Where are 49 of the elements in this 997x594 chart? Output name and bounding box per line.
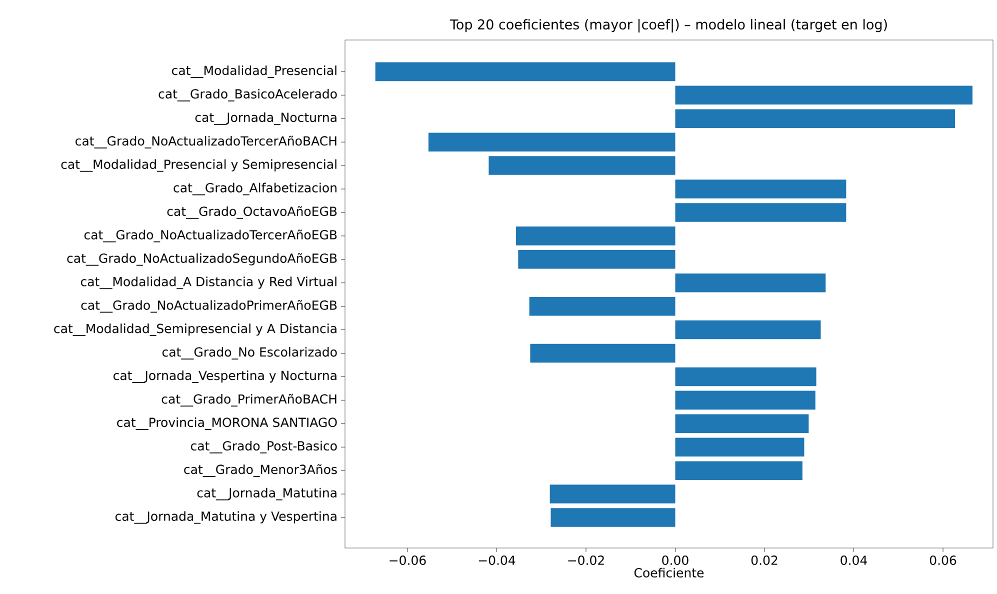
bar bbox=[675, 414, 809, 434]
y-tick-label: cat__Modalidad_A Distancia y Red Virtual bbox=[80, 276, 336, 290]
bar bbox=[516, 226, 676, 246]
y-tick-label: cat__Grado_PrimerAñoBACH bbox=[162, 394, 336, 407]
bar bbox=[530, 344, 676, 363]
bar bbox=[675, 203, 846, 222]
bar bbox=[675, 273, 826, 292]
bar bbox=[488, 156, 676, 175]
y-tick-label: cat__Jornada_Matutina y Vespertina bbox=[115, 511, 336, 524]
bar bbox=[675, 461, 802, 480]
y-tick-label: cat__Grado_NoActualizadoPrimerAñoEGB bbox=[81, 300, 337, 313]
y-tick-label: cat__Grado_NoActualizadoSegundoAñoEGB bbox=[67, 253, 337, 266]
y-tick-label: cat__Grado_No Escolarizado bbox=[162, 347, 337, 360]
y-tick-label: cat__Modalidad_Semipresencial y A Distancia bbox=[54, 324, 336, 336]
bar bbox=[375, 62, 676, 82]
x-tick-label: 0.06 bbox=[930, 556, 956, 565]
y-tick-label: cat__Grado_Alfabetizacion bbox=[174, 182, 336, 196]
y-tick-label: cat__Jornada_Vespertina y Nocturna bbox=[114, 370, 336, 383]
x-tick-label: −0.02 bbox=[568, 556, 604, 565]
x-tick-label: 0.00 bbox=[662, 556, 688, 565]
y-tick-label: cat__Provincia_MORONA SANTIAGO bbox=[117, 417, 337, 430]
bar bbox=[675, 109, 956, 128]
x-axis-title: Coeficiente bbox=[634, 568, 704, 578]
y-tick-label: cat__Jornada_Matutina bbox=[197, 488, 336, 500]
y-tick-label: cat__Grado_OctavoAñoEGB bbox=[167, 206, 337, 219]
bar bbox=[428, 132, 676, 152]
bar bbox=[675, 86, 972, 105]
bar bbox=[675, 438, 804, 456]
x-tick-label: −0.06 bbox=[390, 556, 426, 565]
y-tick-label: cat__Grado_BasicoAcelerado bbox=[158, 88, 337, 102]
y-tick-label: cat__Modalidad_Presencial bbox=[172, 65, 336, 78]
bar bbox=[675, 320, 821, 340]
x-tick-label: 0.04 bbox=[840, 556, 867, 565]
bar bbox=[518, 250, 676, 269]
x-tick-label: −0.04 bbox=[478, 556, 516, 565]
x-tick-label: 0.02 bbox=[751, 556, 778, 565]
bar bbox=[675, 367, 816, 386]
bar bbox=[529, 296, 676, 316]
bar bbox=[675, 390, 816, 410]
bar bbox=[550, 508, 676, 527]
y-tick-label: cat__Grado_Post-Basico bbox=[190, 440, 337, 454]
y-tick-label: cat__Grado_NoActualizadoTercerAñoBACH bbox=[76, 136, 336, 148]
y-tick-label: cat__Grado_Menor3Años bbox=[184, 464, 337, 477]
y-tick-label: cat__Jornada_Nocturna bbox=[195, 112, 336, 125]
bar bbox=[675, 180, 846, 198]
y-tick-label: cat__Modalidad_Presencial y Semipresencial bbox=[61, 159, 336, 172]
bar bbox=[550, 484, 676, 504]
chart-title: Top 20 coeficientes (mayor |coef|) – modelo lineal (target en log) bbox=[450, 19, 887, 33]
y-tick-label: cat__Grado_NoActualizadoTercerAñoEGB bbox=[84, 230, 337, 242]
